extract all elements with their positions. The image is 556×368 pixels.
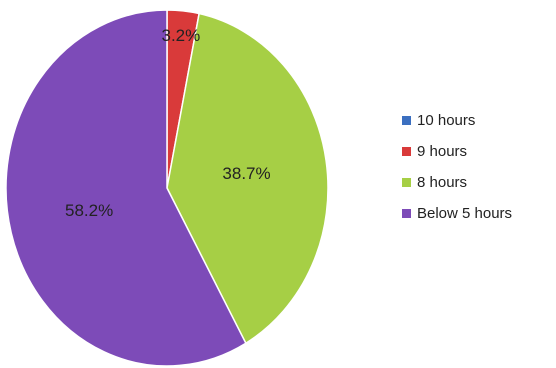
legend-label: 9 hours: [417, 142, 468, 160]
legend-label: Below 5 hours: [417, 204, 513, 222]
legend-item-below-5-hours: Below 5 hours: [402, 203, 512, 223]
legend-label: 10 hours: [417, 111, 476, 129]
data-label-below-5-hours: 58.2%: [65, 200, 114, 220]
data-label-8-hours: 38.7%: [222, 164, 271, 184]
legend-item-10-hours: 10 hours: [402, 110, 512, 130]
legend-swatch: [402, 208, 411, 218]
legend-swatch: [402, 146, 411, 156]
pie-slice-8-hours: [166, 12, 329, 345]
legend-item-8-hours: 8 hours: [402, 172, 512, 192]
legend-swatch: [402, 177, 411, 187]
legend-label: 8 hours: [417, 173, 468, 191]
legend: 10 hours 9 hours 8 hours Below 5 hours: [402, 110, 512, 234]
pie-slice-below-5-hours: [5, 9, 247, 367]
data-label-9-hours: 3.2%: [161, 25, 201, 45]
legend-swatch: [402, 115, 411, 125]
legend-item-9-hours: 9 hours: [402, 141, 512, 161]
